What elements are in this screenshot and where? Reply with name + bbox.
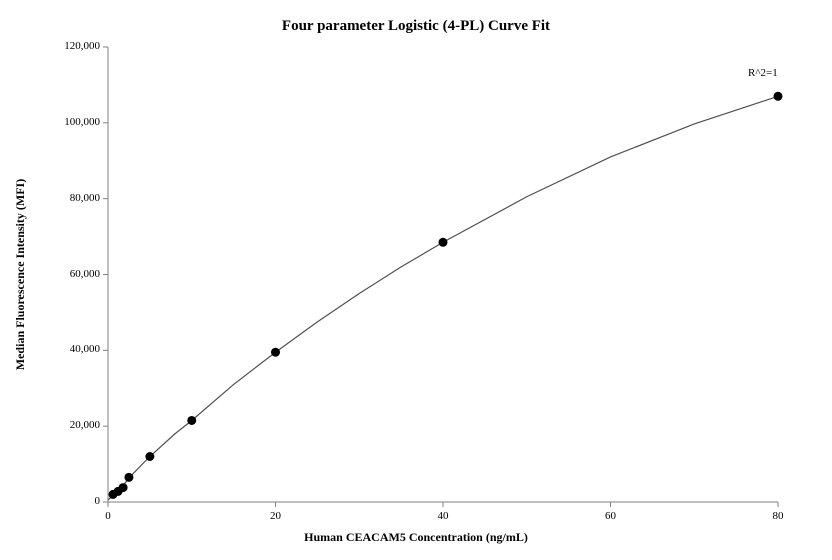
x-tick-label: 0 bbox=[88, 510, 128, 522]
data-point bbox=[119, 483, 128, 492]
y-tick-label: 120,000 bbox=[40, 40, 100, 52]
data-point bbox=[439, 238, 448, 247]
data-point bbox=[187, 416, 196, 425]
data-point bbox=[124, 473, 133, 482]
plot-area bbox=[108, 47, 778, 502]
y-tick-label: 80,000 bbox=[40, 192, 100, 204]
x-axis-label: Human CEACAM5 Concentration (ng/mL) bbox=[0, 530, 832, 545]
data-point bbox=[774, 92, 783, 101]
y-tick-label: 20,000 bbox=[40, 419, 100, 431]
x-tick-label: 60 bbox=[591, 510, 631, 522]
y-tick-label: 0 bbox=[40, 495, 100, 507]
y-tick-label: 100,000 bbox=[40, 116, 100, 128]
chart-title: Four parameter Logistic (4-PL) Curve Fit bbox=[0, 18, 832, 35]
data-point bbox=[271, 348, 280, 357]
x-tick-label: 40 bbox=[423, 510, 463, 522]
y-axis-label: Median Fluorescence Intensity (MFI) bbox=[13, 47, 28, 502]
r-squared-annotation: R^2=1 bbox=[748, 67, 778, 79]
axis-lines bbox=[108, 47, 778, 502]
y-tick-label: 40,000 bbox=[40, 343, 100, 355]
chart-container: Four parameter Logistic (4-PL) Curve Fit… bbox=[0, 0, 832, 560]
x-tick-label: 80 bbox=[758, 510, 798, 522]
y-tick-label: 60,000 bbox=[40, 268, 100, 280]
x-tick-label: 20 bbox=[256, 510, 296, 522]
data-point bbox=[145, 452, 154, 461]
fit-curve bbox=[108, 96, 778, 500]
chart-svg bbox=[108, 47, 778, 502]
